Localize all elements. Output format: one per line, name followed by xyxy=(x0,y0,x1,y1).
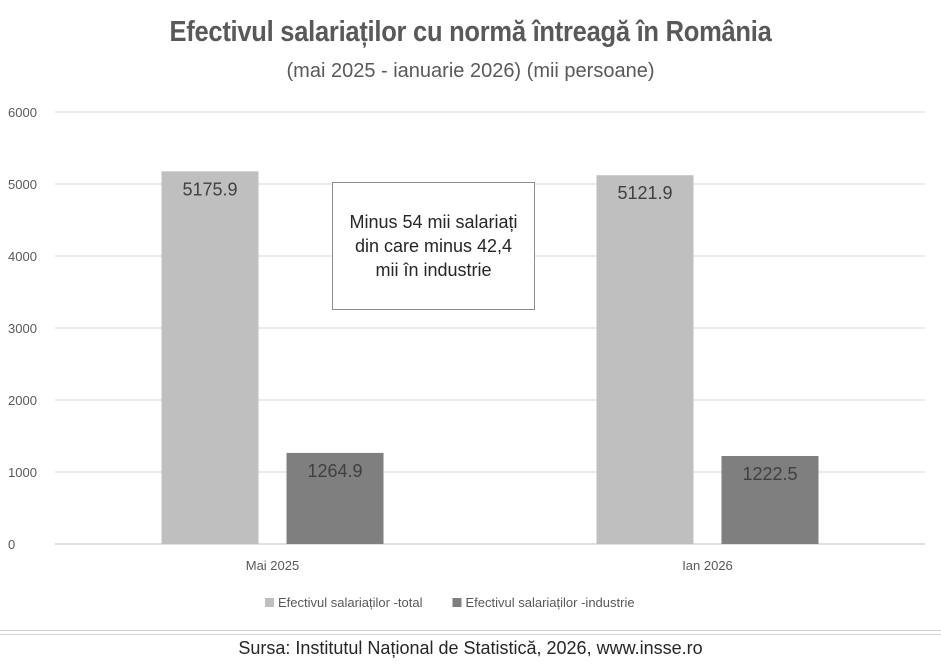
data-label: 5121.9 xyxy=(617,183,672,203)
data-label: 5175.9 xyxy=(182,179,237,199)
y-tick-label: 3000 xyxy=(8,321,37,336)
data-label: 1222.5 xyxy=(742,464,797,484)
divider xyxy=(0,630,941,631)
annotation-box: Minus 54 mii salariați din care minus 42… xyxy=(332,182,535,310)
bar-chart: 0 1000 2000 3000 4000 5000 6000 Mai 2025 5175.9 1… xyxy=(8,105,925,610)
legend-swatch xyxy=(265,598,274,607)
legend-label: Efectivul salariaților -industrie xyxy=(466,595,635,610)
legend-label: Efectivul salariaților -total xyxy=(278,595,423,610)
divider xyxy=(0,634,941,635)
y-tick-label: 5000 xyxy=(8,177,37,192)
bar xyxy=(161,171,259,544)
chart-title: Efectivul salariaților cu normă întreagă… xyxy=(169,16,772,48)
y-tick-label: 4000 xyxy=(8,249,37,264)
x-tick-label: Mai 2025 xyxy=(246,558,299,573)
bar xyxy=(721,455,819,544)
bar xyxy=(596,175,694,544)
bar xyxy=(286,452,384,544)
y-tick-label: 6000 xyxy=(8,105,37,120)
y-tick-label: 2000 xyxy=(8,393,37,408)
source-note: Sursa: Institutul Național de Statistică… xyxy=(238,638,703,658)
legend-swatch xyxy=(452,598,462,607)
chart-subtitle: (mai 2025 - ianuarie 2026) (mii persoane… xyxy=(286,60,655,82)
x-tick-label: Ian 2026 xyxy=(682,558,733,573)
y-tick-label: 1000 xyxy=(8,465,37,480)
data-label: 1264.9 xyxy=(307,461,362,481)
y-tick-label: 0 xyxy=(8,537,15,552)
